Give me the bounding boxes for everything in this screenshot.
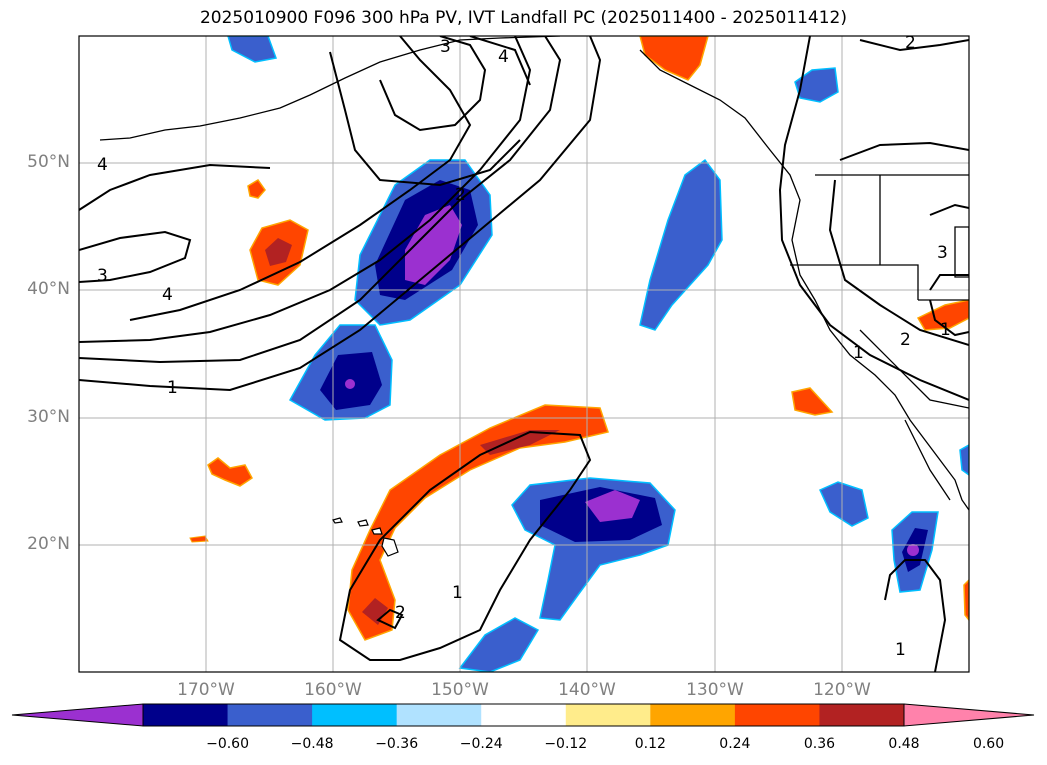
lon-label-120w: 120°W — [813, 680, 871, 700]
map-title: 2025010900 F096 300 hPa PV, IVT Landfall… — [199, 8, 847, 28]
colorbar-segment — [734, 704, 820, 726]
contour-label: 3 — [937, 243, 948, 263]
colorbar-tick-label: 0.48 — [888, 736, 920, 752]
colorbar-frame — [142, 703, 905, 727]
lon-label-130w: 130°W — [686, 680, 744, 700]
colorbar-segment — [481, 704, 567, 726]
colorbar-extend-high — [903, 703, 1035, 727]
colorbar-tick-label: 0.36 — [803, 736, 836, 752]
filled-anomaly-shading — [189, 36, 969, 672]
lat-label-40: 40°N — [27, 279, 70, 299]
lat-label-50: 50°N — [27, 152, 70, 172]
colorbar-segment — [396, 704, 482, 726]
colorbar-tick-label: −0.48 — [290, 736, 334, 752]
hawaii-islands — [332, 517, 399, 557]
contour-label: 1 — [895, 640, 906, 660]
contour-label: 4 — [97, 155, 108, 175]
contour-label: 1 — [167, 378, 178, 398]
contour-label: 4 — [162, 285, 173, 305]
gridlines — [79, 36, 969, 672]
lon-label-160w: 160°W — [304, 680, 362, 700]
colorbar-segment — [819, 704, 905, 726]
colorbar-tick-label: 0.12 — [634, 736, 666, 752]
colorbar-segments — [11, 703, 1035, 727]
lon-label-150w: 150°W — [431, 680, 489, 700]
contour-label: 3 — [440, 37, 451, 57]
lon-label-140w: 140°W — [558, 680, 616, 700]
colorbar-tick-label: 0.60 — [972, 736, 1005, 752]
colorbar-segment — [565, 704, 651, 726]
colorbar-extend-low — [11, 703, 144, 727]
coastlines — [99, 36, 969, 511]
lat-label-20: 20°N — [27, 534, 70, 554]
colorbar-segment — [650, 704, 736, 726]
colorbar-tick-label: −0.60 — [206, 736, 249, 752]
pv-contours — [79, 36, 969, 672]
colorbar-segment — [227, 704, 313, 726]
negative-streak-east — [639, 158, 723, 331]
map-frame — [78, 35, 970, 673]
colorbar-tick-label: 0.24 — [719, 736, 751, 752]
contour-label: 2 — [900, 330, 911, 350]
map-panel: 4 3 4 1 2 2 1 1 3 2 1 2 1 3 4 — [78, 33, 970, 673]
colorbar-segment — [143, 704, 229, 726]
contour-label: 2 — [905, 33, 916, 53]
contour-label: 1 — [452, 583, 463, 603]
colorbar-tick-label: −0.12 — [544, 736, 588, 752]
contour-labels: 4 3 4 1 2 2 1 1 3 2 1 2 1 3 4 — [97, 33, 951, 660]
map-background — [79, 36, 969, 672]
colorbar-segment — [312, 704, 398, 726]
colorbar-tick-label: −0.24 — [459, 736, 503, 752]
contour-label: 2 — [395, 603, 406, 623]
lat-label-30: 30°N — [27, 407, 70, 427]
colorbar-tick-label: −0.36 — [375, 736, 419, 752]
contour-label: 4 — [498, 47, 509, 67]
contour-label: 3 — [97, 266, 108, 286]
contour-label: 1 — [940, 320, 951, 340]
lon-label-170w: 170°W — [177, 680, 235, 700]
contour-label: 1 — [853, 343, 864, 363]
contour-label: 2 — [455, 185, 466, 205]
